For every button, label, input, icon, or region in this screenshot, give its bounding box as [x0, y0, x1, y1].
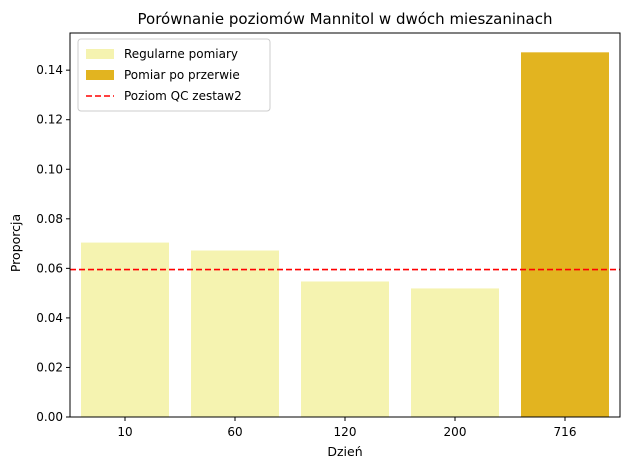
legend-box [77, 38, 271, 112]
x-tick-label: 60 [227, 425, 242, 439]
y-axis-label: Proporcja [8, 214, 23, 272]
x-tick-label: 10 [117, 425, 132, 439]
legend-swatch [86, 70, 114, 80]
y-tick-label: 0.04 [36, 311, 63, 325]
bar-120 [301, 281, 389, 417]
bar-60 [191, 250, 279, 417]
chart-title: Porównanie poziomów Mannitol w dwóch mie… [138, 10, 553, 28]
y-tick-label: 0.10 [36, 162, 63, 176]
bar-200 [411, 288, 499, 417]
plot-area: 0.00 0.02 0.04 0.06 0.08 0.10 0.12 0.14 10 60 120 2… [36, 32, 621, 439]
y-tick-label: 0.06 [36, 261, 63, 275]
y-tick-label: 0.12 [36, 113, 63, 127]
x-tick-label: 120 [334, 425, 357, 439]
legend-label: Poziom QC zestaw2 [124, 89, 242, 103]
x-axis-label: Dzień [327, 444, 362, 459]
x-tick-label: 716 [554, 425, 577, 439]
bar-10 [81, 242, 169, 417]
legend-swatch [86, 49, 114, 59]
y-tick-label: 0.14 [36, 63, 63, 77]
legend-label: Regularne pomiary [124, 47, 238, 61]
x-tick-label: 200 [444, 425, 467, 439]
y-tick-label: 0.00 [36, 410, 63, 424]
y-tick-label: 0.02 [36, 360, 63, 374]
legend-label: Pomiar po przerwie [124, 68, 240, 82]
bar-716 [521, 52, 609, 417]
y-tick-label: 0.08 [36, 212, 63, 226]
